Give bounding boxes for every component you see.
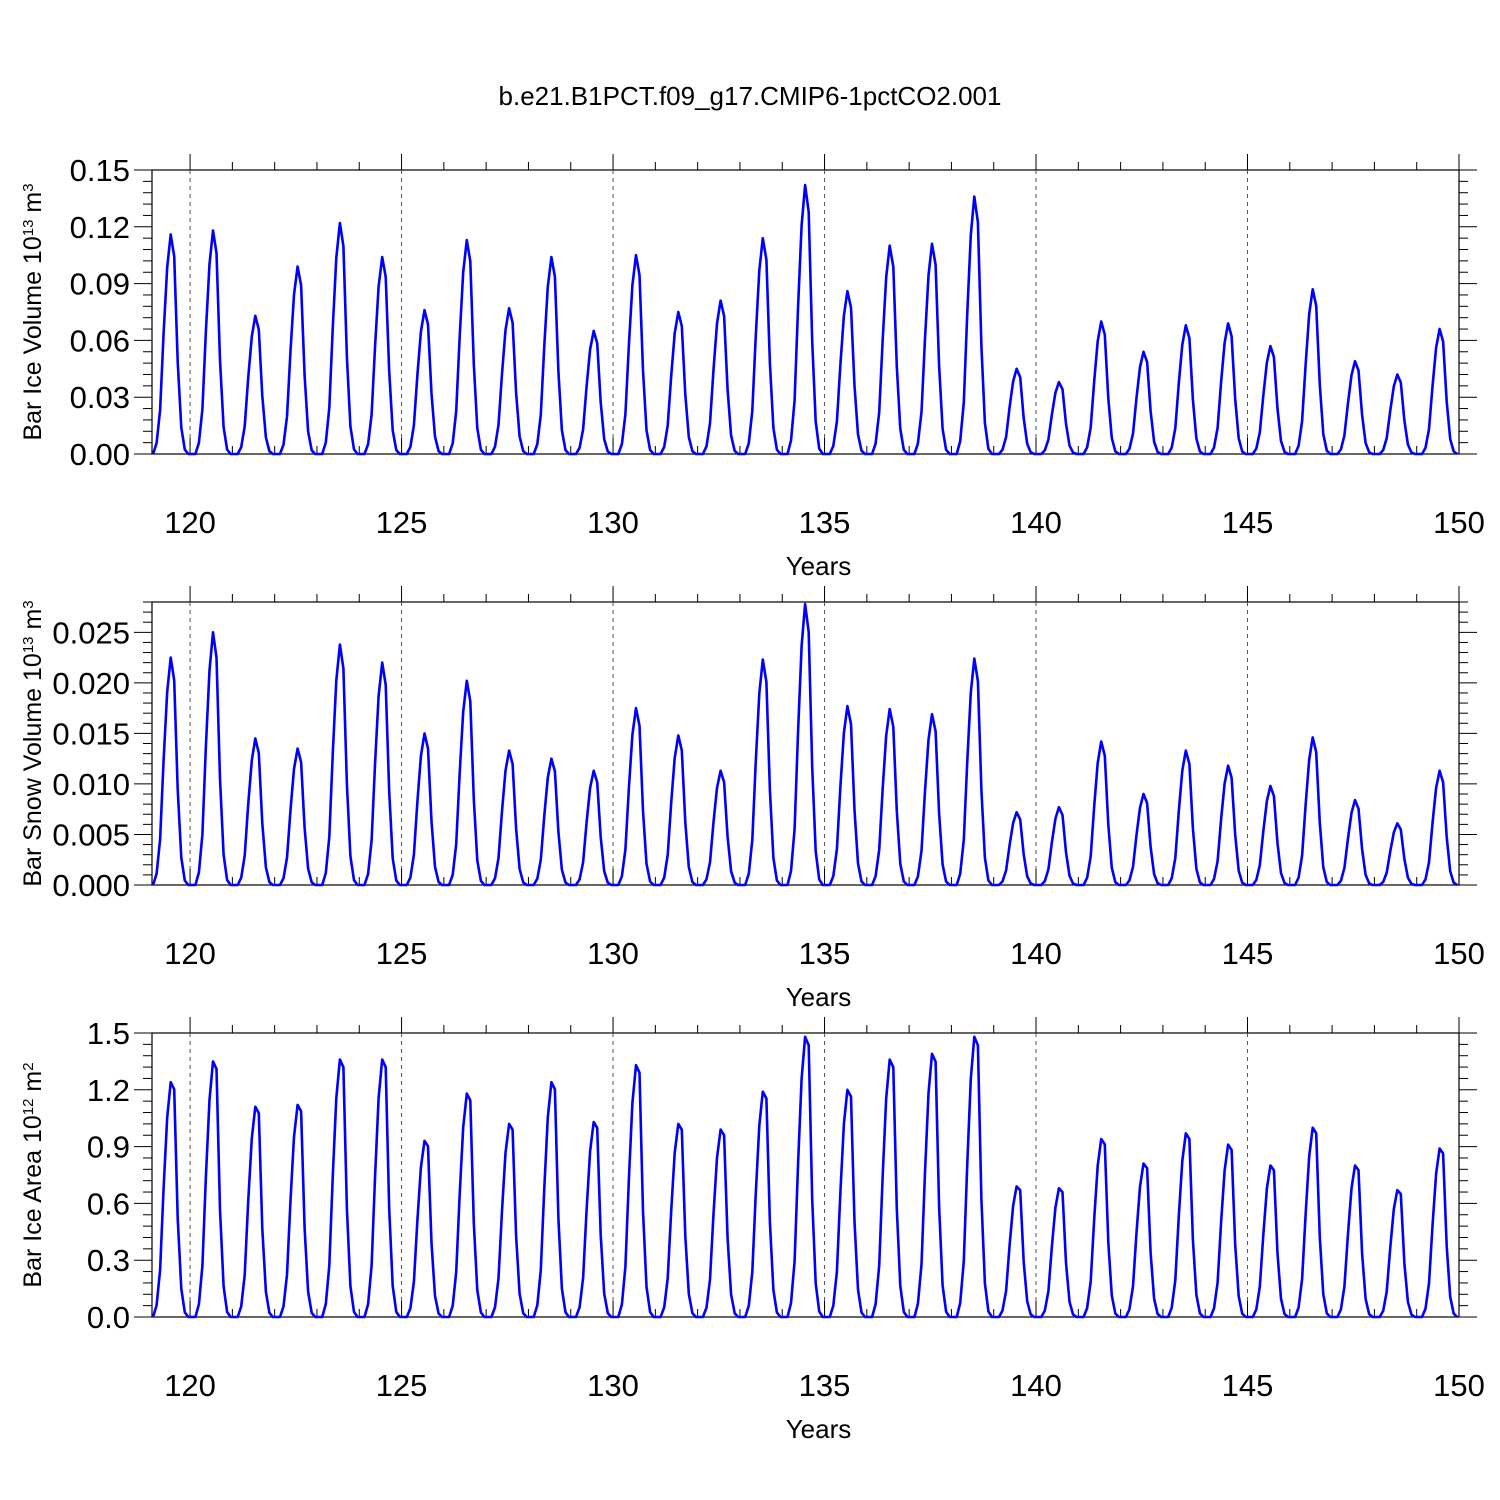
x-tick-label: 130 bbox=[587, 1368, 639, 1403]
x-tick-label: 125 bbox=[376, 505, 428, 540]
x-tick-label: 150 bbox=[1433, 936, 1485, 971]
x-tick-label: 150 bbox=[1433, 1368, 1485, 1403]
y-axis-label: Bar Ice Volume 1013 m3 bbox=[19, 183, 47, 440]
y-tick-label: 0.025 bbox=[52, 615, 130, 650]
x-axis-label: Years bbox=[786, 551, 852, 581]
y-axis-label: Bar Snow Volume 1013 m3 bbox=[19, 600, 47, 886]
x-tick-label: 135 bbox=[799, 505, 851, 540]
x-tick-label: 125 bbox=[376, 936, 428, 971]
y-tick-label: 0.6 bbox=[87, 1186, 130, 1221]
x-axis-label: Years bbox=[786, 982, 852, 1012]
x-tick-label: 145 bbox=[1222, 936, 1274, 971]
y-tick-label: 0.03 bbox=[70, 380, 130, 415]
y-axis-label-superscript: 13 bbox=[20, 220, 37, 237]
x-tick-label: 150 bbox=[1433, 505, 1485, 540]
x-tick-label: 120 bbox=[164, 505, 216, 540]
x-tick-label: 140 bbox=[1010, 505, 1062, 540]
plot-frame bbox=[151, 169, 1460, 455]
y-axis-label-part: Bar Ice Volume 10 bbox=[19, 236, 47, 440]
y-axis-label-superscript: 3 bbox=[20, 183, 37, 191]
y-tick-label: 0.000 bbox=[52, 868, 130, 903]
y-axis-label-part: m bbox=[19, 1071, 47, 1099]
y-tick-label: 0.0 bbox=[87, 1300, 130, 1335]
y-axis-label-superscript: 3 bbox=[20, 600, 37, 608]
x-tick-label: 145 bbox=[1222, 1368, 1274, 1403]
y-tick-label: 0.3 bbox=[87, 1243, 130, 1278]
series-line bbox=[151, 1035, 1459, 1319]
y-tick-label: 0.010 bbox=[52, 767, 130, 802]
y-tick-label: 0.020 bbox=[52, 666, 130, 701]
figure-title: b.e21.B1PCT.f09_g17.CMIP6-1pctCO2.001 bbox=[499, 81, 1002, 111]
panel-3: 0.0 0.3 0.6 0.9 1.2 1.5 120 125 130 135 140 145 150 Y… bbox=[19, 1016, 1485, 1444]
x-tick-label: 135 bbox=[799, 936, 851, 971]
x-tick-label: 125 bbox=[376, 1368, 428, 1403]
panel-2: 0.000 0.005 0.010 0.015 0.020 0.025 120 125 130 1… bbox=[19, 586, 1485, 1012]
y-tick-label: 1.5 bbox=[87, 1016, 130, 1051]
x-tick-label: 140 bbox=[1010, 936, 1062, 971]
x-tick-label: 120 bbox=[164, 936, 216, 971]
x-tick-label: 120 bbox=[164, 1368, 216, 1403]
y-axis-label-part: m bbox=[19, 609, 47, 637]
y-tick-label: 0.005 bbox=[52, 817, 130, 852]
y-tick-label: 0.12 bbox=[70, 210, 130, 245]
plot-frame bbox=[151, 1032, 1460, 1318]
x-tick-label: 140 bbox=[1010, 1368, 1062, 1403]
y-tick-label: 1.2 bbox=[87, 1073, 130, 1108]
y-axis-label-superscript: 13 bbox=[20, 636, 37, 653]
y-axis-label-superscript: 12 bbox=[20, 1099, 37, 1116]
y-axis-label-superscript: 2 bbox=[20, 1062, 37, 1070]
y-axis-label-part: m bbox=[19, 192, 47, 220]
y-tick-label: 0.9 bbox=[87, 1130, 130, 1165]
series-line bbox=[151, 602, 1458, 887]
y-tick-label: 0.015 bbox=[52, 716, 130, 751]
x-tick-label: 145 bbox=[1222, 505, 1274, 540]
series-line bbox=[151, 183, 1458, 456]
x-tick-label: 135 bbox=[799, 1368, 851, 1403]
x-axis-label: Years bbox=[786, 1414, 852, 1444]
y-axis-label-part: Bar Snow Volume 10 bbox=[19, 653, 47, 886]
y-tick-label: 0.00 bbox=[70, 437, 130, 472]
y-tick-label: 0.15 bbox=[70, 153, 130, 188]
x-tick-label: 130 bbox=[587, 936, 639, 971]
y-tick-label: 0.09 bbox=[70, 267, 130, 302]
y-axis-label-part: Bar Ice Area 10 bbox=[19, 1115, 47, 1287]
y-axis-label: Bar Ice Area 1012 m2 bbox=[19, 1062, 47, 1287]
panel-1: 0.00 0.03 0.06 0.09 0.12 0.15 120 125 130 135 140 1… bbox=[19, 153, 1485, 581]
x-tick-label: 130 bbox=[587, 505, 639, 540]
y-tick-label: 0.06 bbox=[70, 323, 130, 358]
